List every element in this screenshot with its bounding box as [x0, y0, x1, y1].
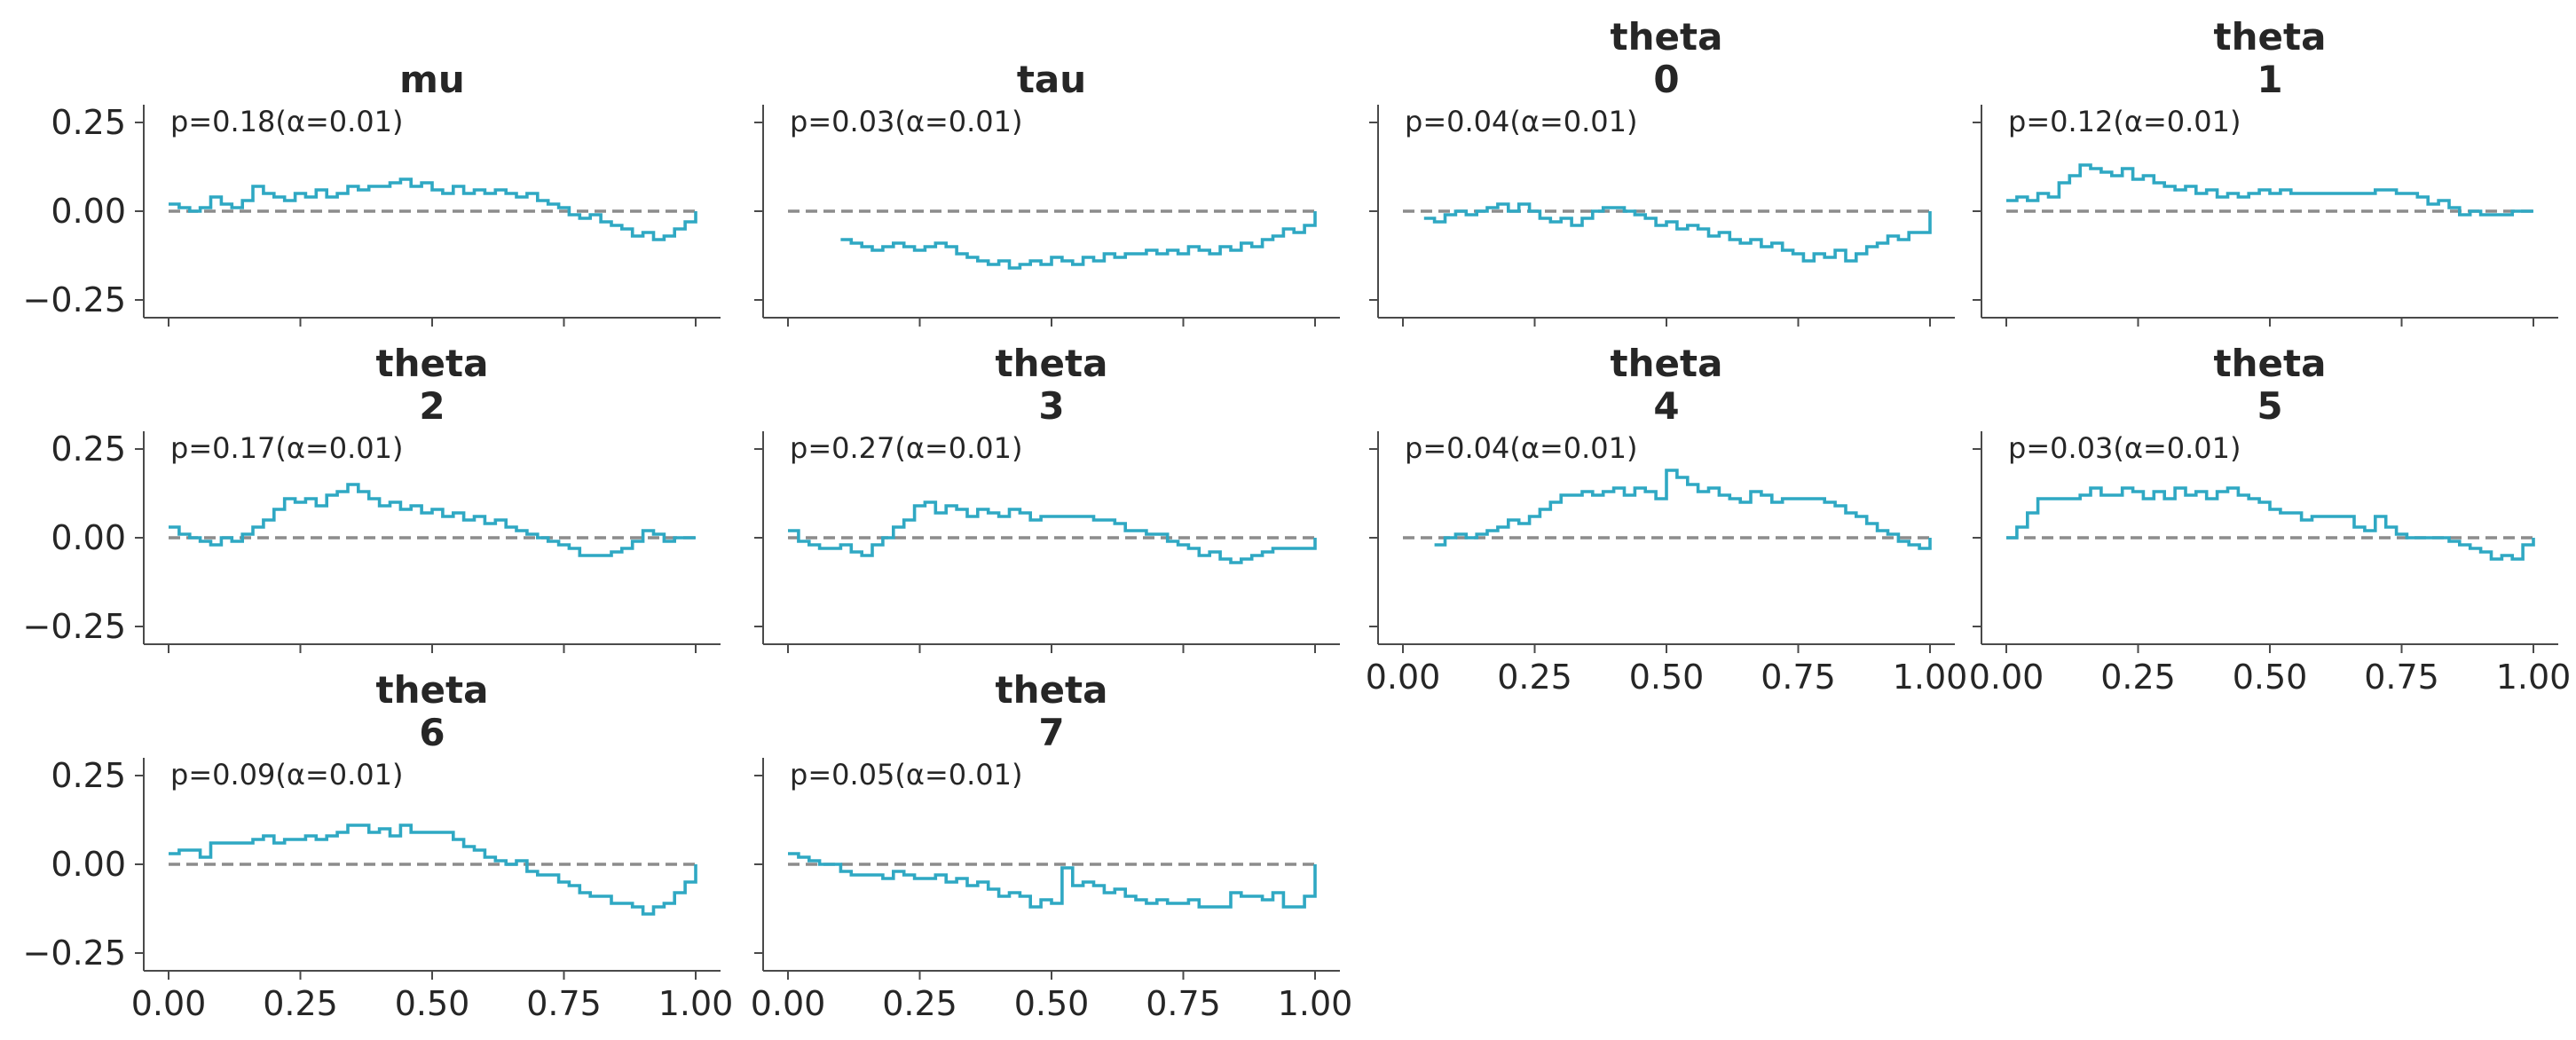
panel-title: 5 [2257, 384, 2282, 428]
ecdf-difference-line [169, 483, 696, 557]
x-tick-label: 0.00 [1969, 658, 2044, 697]
p-value-label: p=0.03(α=0.01) [790, 105, 1023, 138]
x-tick-label: 0.75 [1146, 984, 1221, 1023]
panel-title: 4 [1653, 384, 1679, 428]
x-tick-label: 0.50 [2233, 658, 2308, 697]
ecdf-difference-line [1434, 469, 1932, 550]
panel-title: theta [1611, 15, 1723, 59]
x-tick-label: 0.25 [882, 984, 957, 1023]
panel-title: 0 [1653, 58, 1679, 101]
panel-title: theta [996, 668, 1108, 712]
ecdf-difference-line [169, 823, 697, 916]
p-value-label: p=0.04(α=0.01) [1405, 431, 1638, 465]
subplot-panel: mu 0.25 0.00 −0.25 p=0.18(α=0.01) [23, 58, 721, 327]
p-value-label: p=0.09(α=0.01) [170, 758, 404, 792]
ecdf-difference-line [2006, 163, 2533, 217]
p-value-label: p=0.18(α=0.01) [170, 105, 404, 138]
ecdf-difference-line [788, 500, 1317, 564]
panel-title: tau [1017, 58, 1086, 101]
x-tick-label: 0.00 [1366, 658, 1441, 697]
x-tick-label: 0.00 [751, 984, 826, 1023]
panel-title: 7 [1038, 711, 1064, 754]
ecdf-difference-line [1423, 202, 1932, 263]
x-tick-label: 0.25 [263, 984, 338, 1023]
panel-title: mu [399, 58, 465, 101]
y-tick-label: −0.25 [23, 280, 126, 319]
panel-title: 1 [2257, 58, 2282, 101]
x-tick-label: 0.75 [526, 984, 602, 1023]
ecdf-difference-line [840, 211, 1317, 270]
panel-title: theta [2214, 342, 2327, 385]
panel-title: 6 [419, 711, 445, 754]
panel-title: 3 [1038, 384, 1064, 428]
x-tick-label: 0.25 [2100, 658, 2176, 697]
y-tick-label: 0.25 [51, 429, 126, 469]
y-tick-label: −0.25 [23, 934, 126, 973]
panel-title: theta [2214, 15, 2327, 59]
x-tick-label: 0.75 [2364, 658, 2439, 697]
p-value-label: p=0.27(α=0.01) [790, 431, 1023, 465]
p-value-label: p=0.17(α=0.01) [170, 431, 404, 465]
p-value-label: p=0.12(α=0.01) [2008, 105, 2241, 138]
y-tick-label: −0.25 [23, 607, 126, 646]
panel-title: 2 [419, 384, 445, 428]
x-tick-label: 0.00 [131, 984, 207, 1023]
y-tick-label: 0.25 [51, 756, 126, 795]
x-tick-label: 0.25 [1497, 658, 1572, 697]
x-tick-label: 0.75 [1761, 658, 1836, 697]
x-tick-label: 0.50 [1629, 658, 1705, 697]
p-value-label: p=0.04(α=0.01) [1405, 105, 1638, 138]
y-tick-label: 0.00 [51, 845, 126, 884]
p-value-label: p=0.03(α=0.01) [2008, 431, 2241, 465]
y-tick-label: 0.00 [51, 518, 126, 557]
y-tick-label: 0.25 [51, 103, 126, 142]
x-tick-label: 1.00 [658, 984, 734, 1023]
x-tick-label: 1.00 [1278, 984, 1353, 1023]
x-tick-label: 1.00 [2496, 658, 2572, 697]
panel-title: theta [1611, 342, 1723, 385]
x-tick-label: 0.50 [395, 984, 470, 1023]
x-tick-label: 1.00 [1893, 658, 1968, 697]
ecdf-difference-line [169, 177, 697, 241]
panel-title: theta [996, 342, 1108, 385]
x-tick-label: 0.50 [1014, 984, 1090, 1023]
panel-title: theta [376, 342, 489, 385]
subplot-panel: tau p=0.03(α=0.01) [754, 58, 1340, 327]
ecdf-difference-line [788, 852, 1317, 909]
panel-title: theta [376, 668, 489, 712]
y-tick-label: 0.00 [51, 192, 126, 231]
ecdf-difference-line [2006, 486, 2535, 561]
p-value-label: p=0.05(α=0.01) [790, 758, 1023, 792]
